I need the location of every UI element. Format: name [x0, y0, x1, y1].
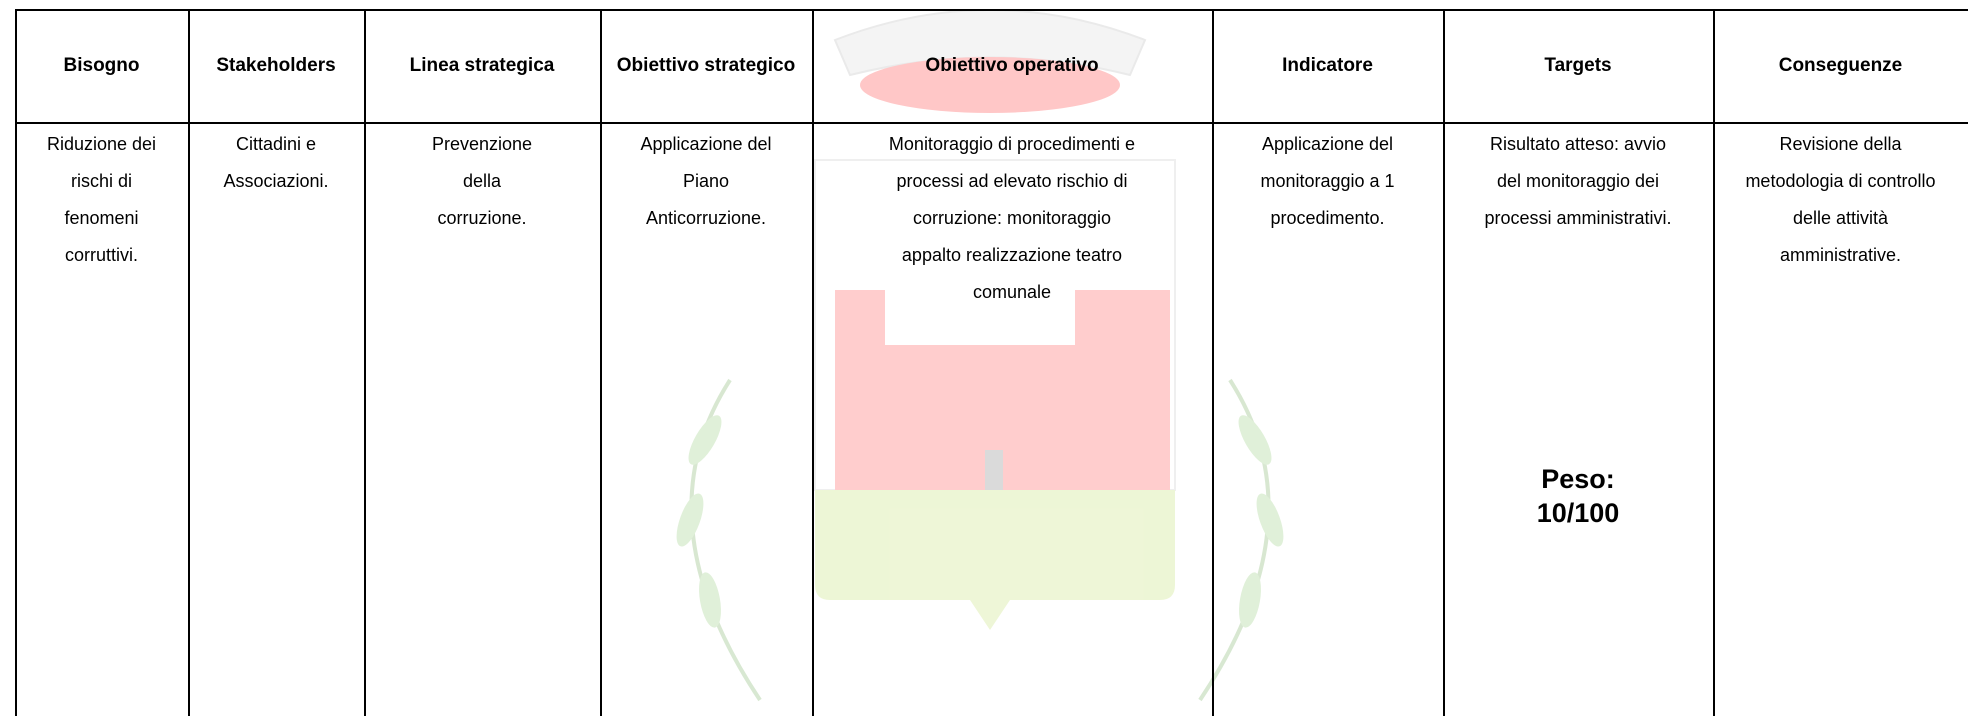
cell-text: processi amministrativi.: [1484, 208, 1672, 228]
column-border: [15, 9, 17, 716]
cell-text: metodologia di controllo: [1745, 171, 1936, 191]
cell-text: amministrative.: [1779, 245, 1902, 265]
cell-text: Monitoraggio di procedimenti e: [888, 134, 1136, 154]
column-border: [1713, 9, 1715, 716]
cell-text: Revisione della: [1779, 134, 1902, 154]
column-border: [188, 9, 190, 716]
body-cell: Applicazione del Piano Anticorruzione.: [600, 124, 812, 237]
header-cell: Obiettivo strategico: [616, 54, 796, 76]
cell-text: Associazioni.: [223, 171, 329, 191]
cell-text: Applicazione del: [640, 134, 772, 154]
column-border: [812, 9, 814, 716]
body-cell: Riduzione dei rischi di fenomeni corruttivi…: [15, 124, 188, 274]
body-cell: Applicazione del monitoraggio a 1 procedim…: [1212, 124, 1443, 237]
cell-text: rischi di: [70, 171, 132, 191]
column-border: [1212, 9, 1214, 716]
cell-text: Cittadini e: [235, 134, 317, 154]
column-border: [364, 9, 366, 716]
cell-text: comunale: [972, 282, 1052, 302]
cell-text: appalto realizzazione teatro: [901, 245, 1123, 265]
header-cell: Targets: [1544, 54, 1612, 76]
cell-text: procedimento.: [1270, 208, 1385, 228]
cell-text: processi ad elevato rischio di: [896, 171, 1128, 191]
cell-text: Anticorruzione.: [645, 208, 767, 228]
cell-text: della: [462, 171, 502, 191]
cell-text: delle attività: [1792, 208, 1889, 228]
cell-text: Applicazione del: [1261, 134, 1394, 154]
header-cell: Indicatore: [1282, 54, 1373, 76]
cell-text: Prevenzione: [431, 134, 533, 154]
cell-text: monitoraggio a 1: [1260, 171, 1395, 191]
header-cell: Linea strategica: [409, 54, 555, 76]
header-cell: Bisogno: [63, 54, 140, 76]
body-cell: Cittadini e Associazioni.: [188, 124, 364, 200]
cell-text: fenomeni: [64, 208, 139, 228]
header-cell: Conseguenze: [1778, 54, 1903, 76]
table-border: [15, 122, 1968, 124]
cell-text: Risultato atteso: avvio: [1489, 134, 1667, 154]
weight-label: Peso: 10/100: [1443, 462, 1713, 530]
body-cell: Risultato atteso: avvio del monitoraggio …: [1443, 124, 1713, 237]
cell-text: corruzione: monitoraggio: [912, 208, 1112, 228]
body-cell: Monitoraggio di procedimenti e processi a…: [812, 124, 1212, 311]
weight-text: 10/100: [1536, 498, 1620, 528]
header-cell: Obiettivo operativo: [925, 54, 1099, 76]
cell-text: Piano: [682, 171, 730, 191]
header-cell: Stakeholders: [216, 54, 336, 76]
table-border: [15, 9, 1968, 11]
cell-text: corruttivi.: [64, 245, 138, 265]
body-cell: Revisione della metodologia di controllo d…: [1713, 124, 1968, 274]
cell-text: corruzione.: [437, 208, 527, 228]
weight-text: Peso:: [1541, 464, 1615, 494]
column-border: [1443, 9, 1445, 716]
body-cell: Prevenzione della corruzione.: [364, 124, 600, 237]
cell-text: Riduzione dei: [46, 134, 157, 154]
cell-text: del monitoraggio dei: [1496, 171, 1660, 191]
column-border: [600, 9, 602, 716]
